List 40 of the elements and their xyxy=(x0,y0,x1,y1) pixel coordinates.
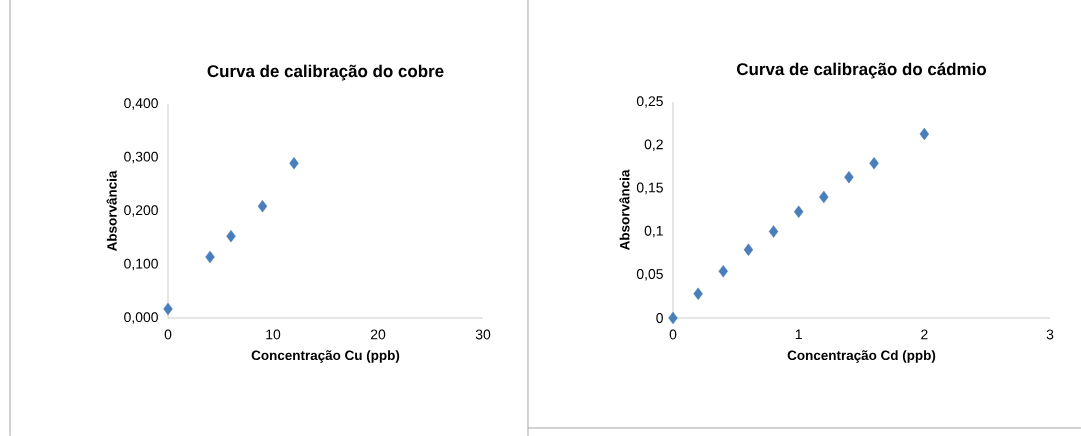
x-tick-label: 20 xyxy=(370,329,386,340)
y-tick-label: 0,25 xyxy=(636,96,663,108)
y-tick-label: 0,100 xyxy=(124,258,158,271)
point xyxy=(693,287,703,300)
x-tick-label: 0 xyxy=(669,329,677,340)
x-axis-title: Concentração Cu (ppb) xyxy=(251,350,400,363)
x-tick-label: 2 xyxy=(921,329,928,340)
y-tick-label: 0,000 xyxy=(124,312,158,324)
y-axis-title: Absorvância xyxy=(619,169,630,251)
x-axis-title: Concentração Cd (ppb) xyxy=(787,350,936,363)
y-tick-label: 0,300 xyxy=(124,151,158,164)
y-axis-title: Absorvância xyxy=(106,170,117,252)
y-tick-label: 0,200 xyxy=(124,205,158,217)
x-tick-label: 1 xyxy=(795,329,802,340)
y-tick-label: 0,05 xyxy=(636,269,663,281)
point xyxy=(743,243,754,256)
point xyxy=(289,157,299,170)
x-tick-label: 0 xyxy=(164,329,172,340)
y-tick-label: 0,400 xyxy=(124,98,158,110)
point xyxy=(257,199,268,213)
y-tick-label: 0,2 xyxy=(644,139,663,151)
y-tick-label: 0,15 xyxy=(636,182,663,195)
point xyxy=(844,170,854,184)
y-tick-label: 0,1 xyxy=(644,225,663,238)
y-tick-label: 0 xyxy=(656,313,663,323)
point xyxy=(919,127,930,141)
x-tick-label: 30 xyxy=(475,329,491,340)
x-tick-label: 3 xyxy=(1046,329,1054,340)
point xyxy=(768,225,779,238)
point xyxy=(205,250,215,264)
chart-title: Curva de calibração do cádmio xyxy=(737,62,987,79)
chart-title: Curva de calibração do cobre xyxy=(207,64,444,81)
point xyxy=(819,190,829,204)
point xyxy=(163,302,173,316)
point xyxy=(869,157,879,170)
x-tick-label: 10 xyxy=(266,329,281,340)
point xyxy=(793,205,804,218)
point xyxy=(226,229,236,243)
point xyxy=(668,311,678,325)
point xyxy=(718,265,728,278)
